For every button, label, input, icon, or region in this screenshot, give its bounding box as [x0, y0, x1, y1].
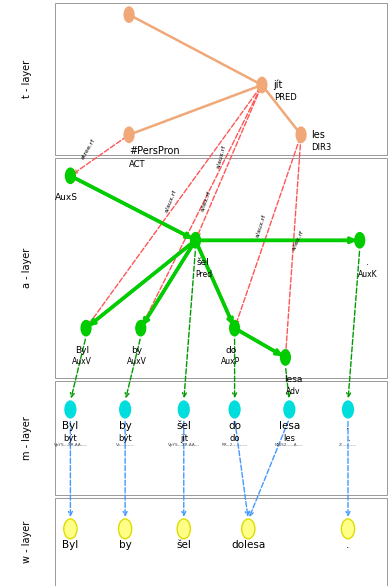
Circle shape: [280, 349, 291, 366]
Text: t - layer: t - layer: [22, 60, 32, 98]
Text: #PersPron: #PersPron: [129, 146, 179, 156]
Bar: [55, 3, 387, 155]
Text: do: do: [225, 346, 236, 355]
Text: Pred: Pred: [195, 270, 212, 278]
Text: Vc---------: Vc---------: [116, 443, 135, 447]
Text: atree.rf: atree.rf: [80, 138, 96, 161]
Text: ACT: ACT: [129, 159, 145, 169]
Text: Byl: Byl: [75, 346, 89, 355]
Text: a/aux.rf: a/aux.rf: [163, 189, 177, 213]
Text: .: .: [366, 258, 369, 267]
Circle shape: [178, 400, 190, 418]
Text: les: les: [311, 130, 325, 140]
Circle shape: [119, 400, 131, 418]
Text: jít: jít: [180, 434, 188, 443]
Text: NNIS2-----A----: NNIS2-----A----: [275, 443, 303, 447]
Text: a/lex.rf: a/lex.rf: [290, 229, 304, 251]
Bar: [55, 381, 387, 495]
Circle shape: [190, 232, 201, 248]
Text: .: .: [347, 434, 349, 443]
Text: by: by: [119, 540, 131, 550]
Circle shape: [135, 320, 146, 336]
Text: do: do: [228, 421, 241, 431]
Circle shape: [228, 400, 241, 418]
Circle shape: [341, 519, 355, 539]
Circle shape: [177, 519, 190, 539]
Text: AuxV: AuxV: [72, 357, 92, 366]
Text: šel: šel: [176, 540, 191, 550]
Text: .: .: [346, 421, 350, 431]
Text: do: do: [230, 434, 240, 443]
Text: AuxS: AuxS: [55, 193, 78, 202]
Text: a - layer: a - layer: [22, 248, 32, 288]
Text: AuxP: AuxP: [221, 357, 240, 366]
Text: lesa: lesa: [284, 375, 302, 384]
Circle shape: [64, 519, 77, 539]
Text: .: .: [346, 540, 350, 550]
Text: PRED: PRED: [274, 93, 296, 103]
Circle shape: [229, 320, 240, 336]
Text: les: les: [283, 434, 295, 443]
Text: Adv: Adv: [286, 387, 301, 396]
Circle shape: [65, 168, 76, 184]
Circle shape: [342, 400, 354, 418]
Circle shape: [256, 77, 267, 93]
Text: by: by: [119, 421, 131, 431]
Text: m - layer: m - layer: [22, 416, 32, 460]
Text: a/aux.rf: a/aux.rf: [215, 144, 226, 169]
Text: Byl: Byl: [62, 421, 79, 431]
Text: VpYS---XR-AA----: VpYS---XR-AA----: [54, 443, 87, 447]
Bar: [55, 158, 387, 378]
Circle shape: [354, 232, 365, 248]
Text: šel: šel: [197, 258, 210, 267]
Text: AuxK: AuxK: [358, 270, 377, 278]
Text: AuxV: AuxV: [127, 357, 147, 366]
Text: Byl: Byl: [62, 540, 79, 550]
Circle shape: [283, 400, 296, 418]
Text: Z:---------: Z:---------: [339, 443, 357, 447]
Text: být: být: [118, 434, 132, 443]
Text: lesa: lesa: [279, 421, 300, 431]
Text: dolesa: dolesa: [231, 540, 265, 550]
Text: být: být: [64, 434, 77, 443]
Circle shape: [124, 6, 135, 23]
Circle shape: [81, 320, 91, 336]
Bar: [55, 498, 387, 586]
Text: RR--2----------: RR--2----------: [221, 443, 248, 447]
Text: VpYS---XR-AA---: VpYS---XR-AA---: [168, 443, 200, 447]
Circle shape: [242, 519, 255, 539]
Circle shape: [64, 400, 77, 418]
Text: w - layer: w - layer: [22, 521, 32, 563]
Circle shape: [296, 127, 307, 143]
Text: a/lex.rf: a/lex.rf: [199, 189, 212, 212]
Circle shape: [118, 519, 132, 539]
Text: jít: jít: [274, 80, 283, 90]
Circle shape: [124, 127, 135, 143]
Text: šel: šel: [176, 421, 191, 431]
Text: a/aux.rf: a/aux.rf: [254, 213, 266, 238]
Text: by: by: [131, 346, 142, 355]
Text: DIR3: DIR3: [311, 143, 331, 152]
